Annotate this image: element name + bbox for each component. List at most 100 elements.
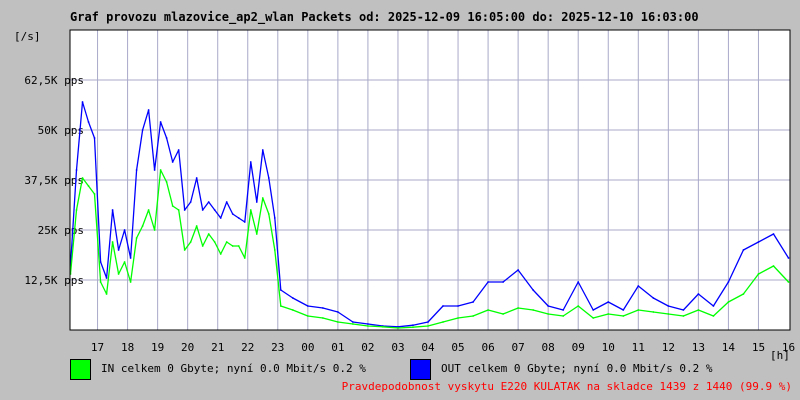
x-tick-label: 04 [421, 341, 435, 354]
plot-frame [69, 29, 791, 331]
data-point-in [255, 233, 258, 235]
x-tick-label: 13 [692, 341, 705, 354]
data-point-in [321, 317, 324, 319]
data-point-in [207, 233, 210, 235]
x-tick-label: 16 [782, 341, 795, 354]
data-point-out [195, 177, 198, 179]
chart-title: Graf provozu mlazovice_ap2_wlan Packets … [70, 10, 699, 24]
data-point-out [622, 309, 625, 311]
series-line-out [69, 101, 790, 328]
y-tick-label: 62,5K pps [24, 74, 84, 87]
data-point-in [171, 205, 174, 207]
x-tick-label: 00 [301, 341, 314, 354]
x-tick-label: 07 [512, 341, 525, 354]
x-tick-label: 14 [722, 341, 736, 354]
data-point-in [279, 305, 282, 307]
data-point-in [727, 301, 730, 303]
data-point-in [682, 315, 685, 317]
y-axis-unit-label: [/s] [14, 30, 41, 43]
data-point-in [742, 293, 745, 295]
data-point-out [291, 297, 294, 299]
data-point-out [637, 285, 640, 287]
x-tick-label: 02 [361, 341, 374, 354]
data-point-out [189, 201, 192, 203]
data-point-in [772, 265, 775, 267]
data-point-out [141, 129, 144, 131]
data-point-in [201, 245, 204, 247]
data-point-out [207, 201, 210, 203]
data-point-out [75, 169, 78, 171]
data-point-in [219, 253, 222, 255]
data-point-out [267, 177, 270, 179]
data-point-out [667, 305, 670, 307]
data-point-out [93, 137, 96, 139]
data-point-in [457, 317, 459, 319]
data-point-in [562, 315, 565, 317]
data-point-in [135, 237, 138, 239]
data-point-in [93, 193, 96, 195]
data-point-in [225, 241, 228, 243]
data-point-in [99, 281, 102, 283]
x-tick-label: 20 [181, 341, 194, 354]
data-point-in [652, 311, 655, 313]
data-point-out [607, 301, 610, 303]
data-point-in [147, 209, 150, 211]
data-point-in [75, 209, 78, 211]
data-point-in [105, 293, 108, 295]
data-point-in [213, 241, 216, 243]
data-point-in [412, 326, 414, 329]
x-tick-label: 12 [662, 341, 675, 354]
data-point-in [237, 245, 240, 247]
data-point-out [351, 321, 354, 323]
data-point-in [189, 241, 192, 243]
data-point-in [622, 315, 625, 317]
data-point-in [87, 185, 90, 187]
data-point-in [472, 315, 474, 317]
data-point-out [165, 137, 168, 139]
data-point-out [502, 281, 505, 283]
data-point-in [367, 325, 369, 327]
x-tick-label: 11 [632, 341, 645, 354]
data-point-in [291, 309, 294, 311]
data-point-out [472, 301, 474, 303]
data-point-in [427, 325, 429, 327]
x-axis-unit-label: [h] [770, 349, 790, 362]
data-point-out [123, 229, 126, 231]
data-point-in [267, 213, 270, 215]
data-point-in [183, 249, 186, 251]
x-tick-label: 08 [542, 341, 555, 354]
data-point-in [532, 309, 535, 311]
data-point-out [712, 305, 715, 307]
data-point-out [487, 281, 489, 283]
data-point-out [135, 169, 138, 171]
data-point-in [123, 261, 126, 263]
data-point-in [787, 281, 790, 283]
data-point-out [547, 305, 550, 307]
in-legend-swatch [70, 359, 91, 380]
data-point-out [129, 257, 132, 259]
data-point-out [457, 305, 459, 307]
data-point-out [111, 209, 114, 211]
data-point-out [255, 201, 258, 203]
data-point-in [667, 313, 670, 315]
data-point-out [105, 277, 108, 279]
data-point-out [306, 305, 309, 307]
data-point-out [279, 289, 282, 291]
data-point-in [712, 315, 715, 317]
x-tick-label: 23 [271, 341, 284, 354]
x-tick-label: 09 [572, 341, 585, 354]
data-point-in [81, 177, 84, 179]
data-point-out [183, 209, 186, 211]
data-point-in [637, 309, 640, 311]
data-point-out [117, 249, 120, 251]
x-tick-label: 03 [391, 341, 404, 354]
data-point-out [249, 161, 252, 163]
data-point-out [171, 161, 174, 163]
data-point-in [592, 317, 595, 319]
data-point-in [165, 181, 168, 183]
data-point-out [321, 307, 324, 309]
data-point-in [117, 273, 120, 275]
data-point-in [607, 313, 610, 315]
data-point-out [237, 217, 240, 219]
